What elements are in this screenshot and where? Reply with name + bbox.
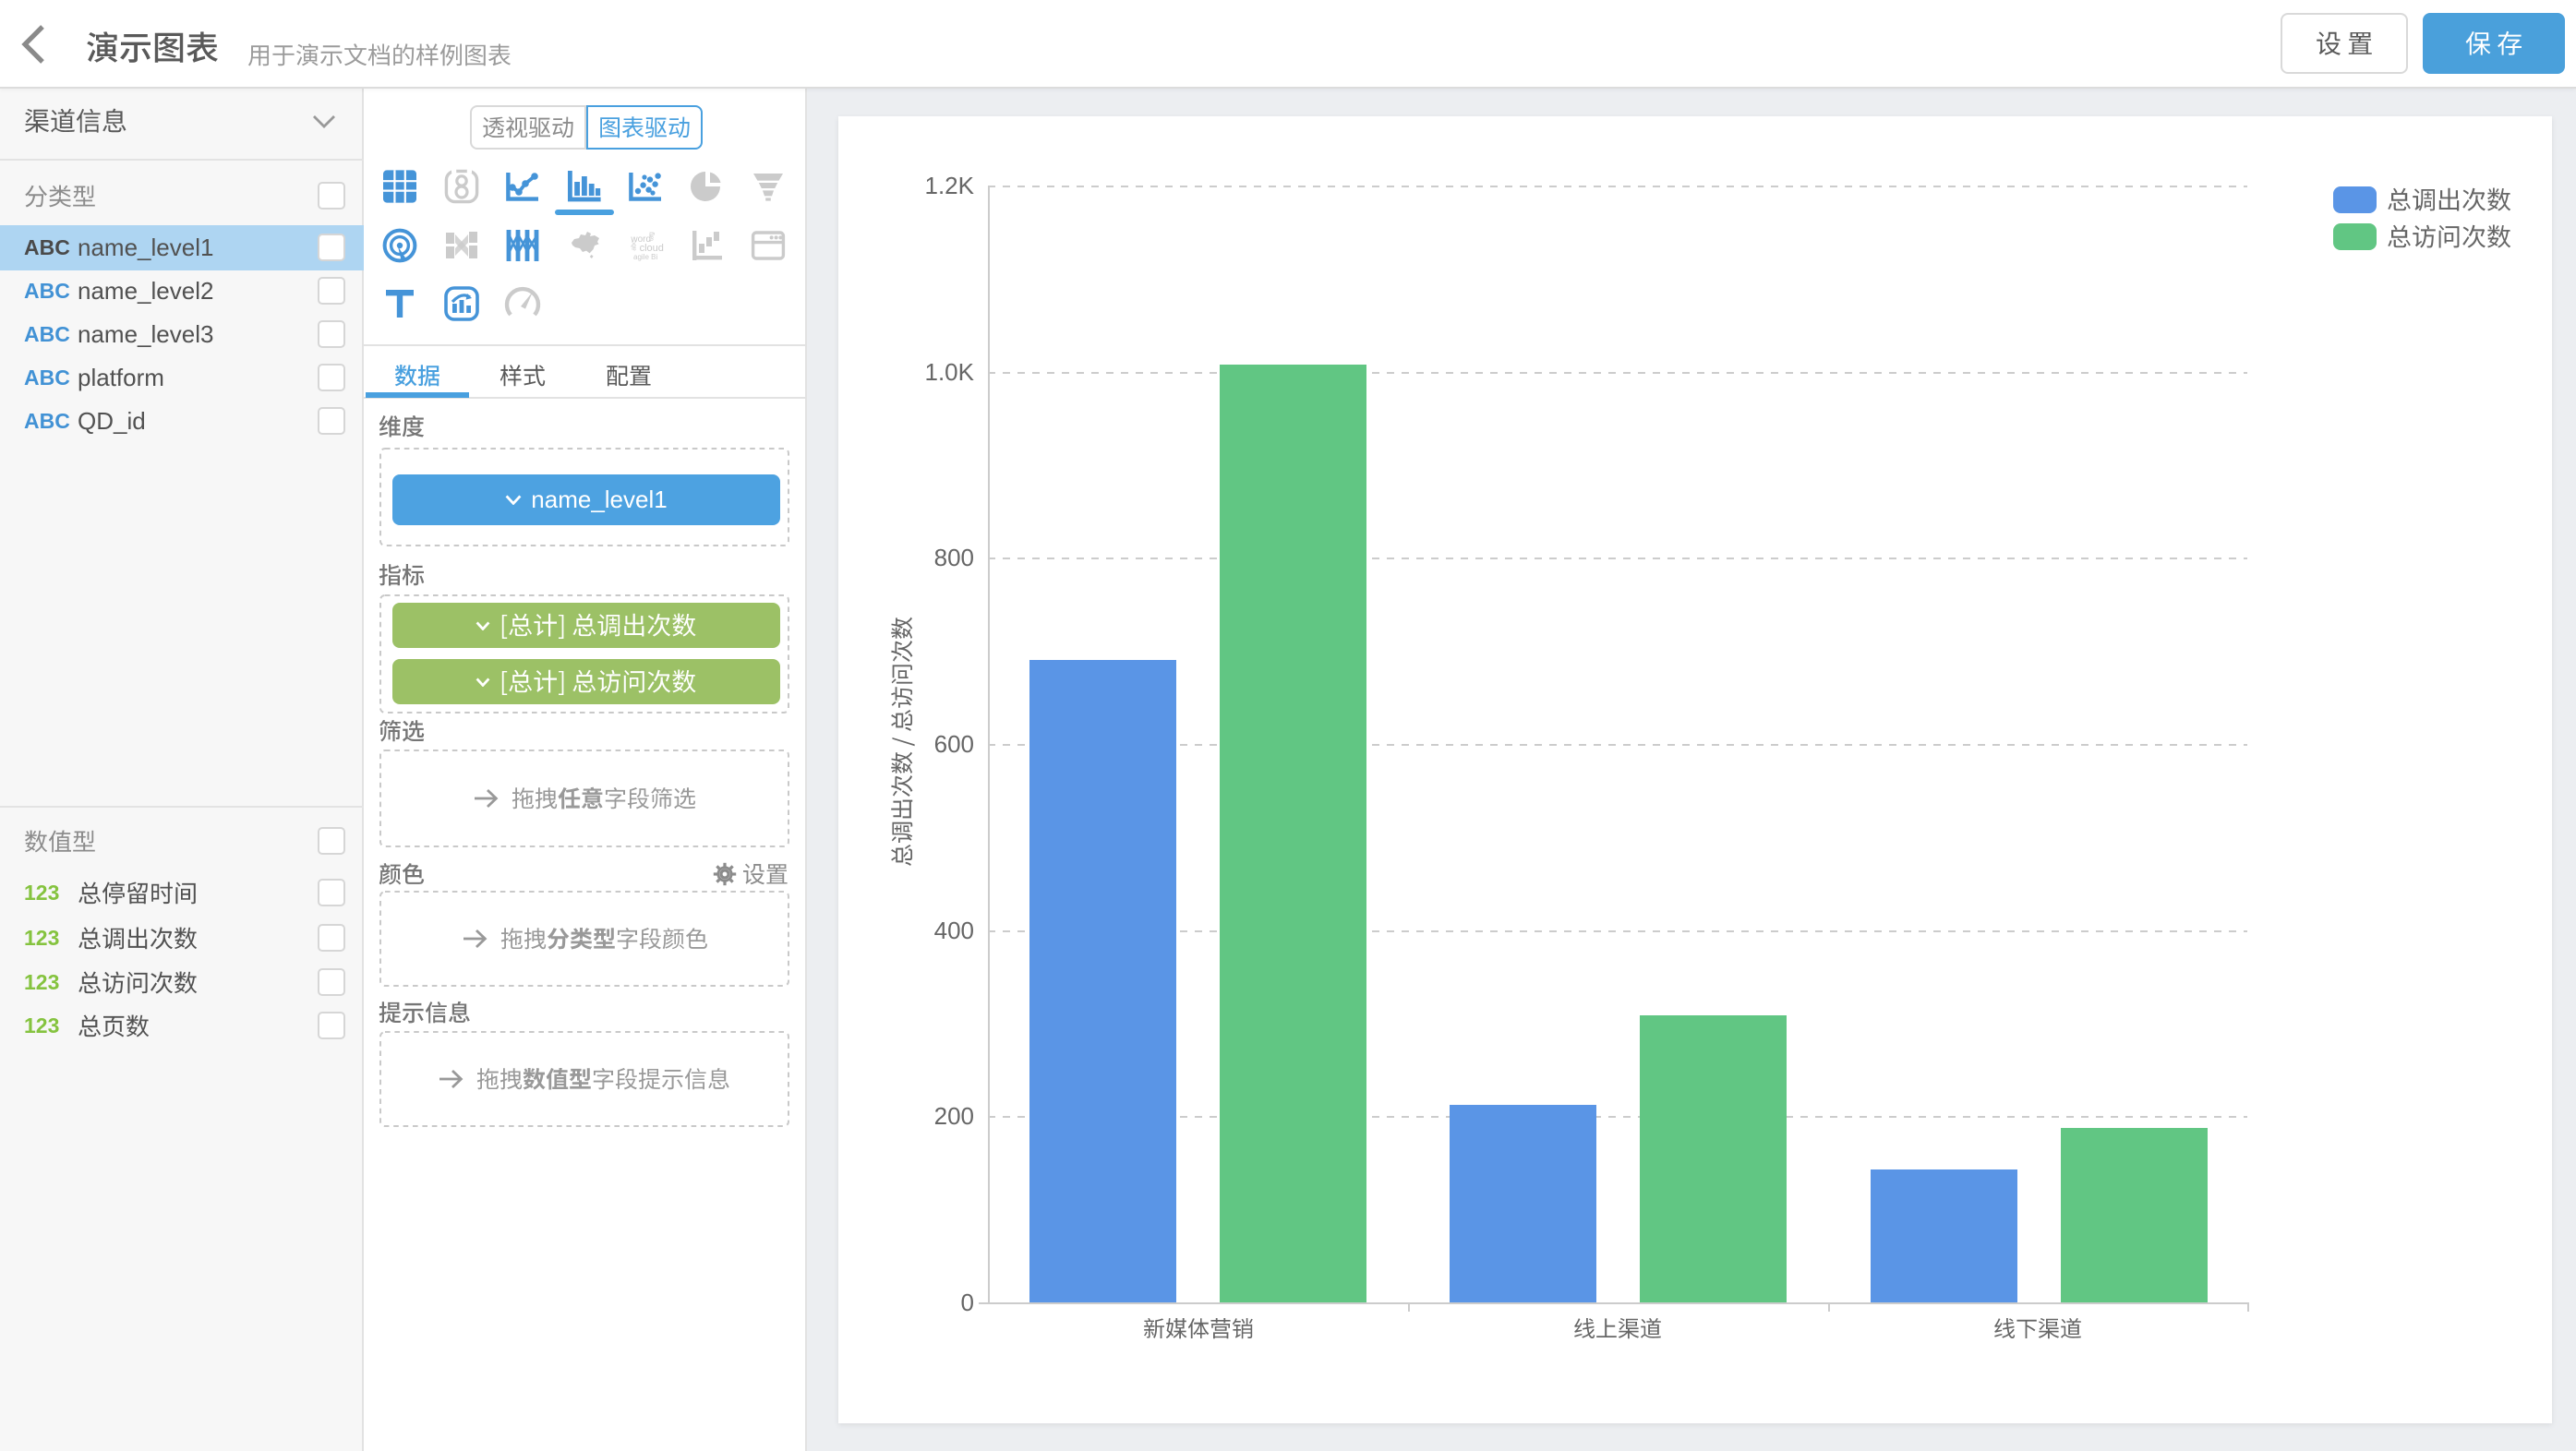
svg-text:cloud: cloud xyxy=(640,243,664,254)
svg-text:word: word xyxy=(630,234,651,245)
svg-text:agile Bi: agile Bi xyxy=(633,253,657,261)
svg-text:abc: abc xyxy=(631,240,637,251)
svg-text:tag: tag xyxy=(648,232,655,241)
